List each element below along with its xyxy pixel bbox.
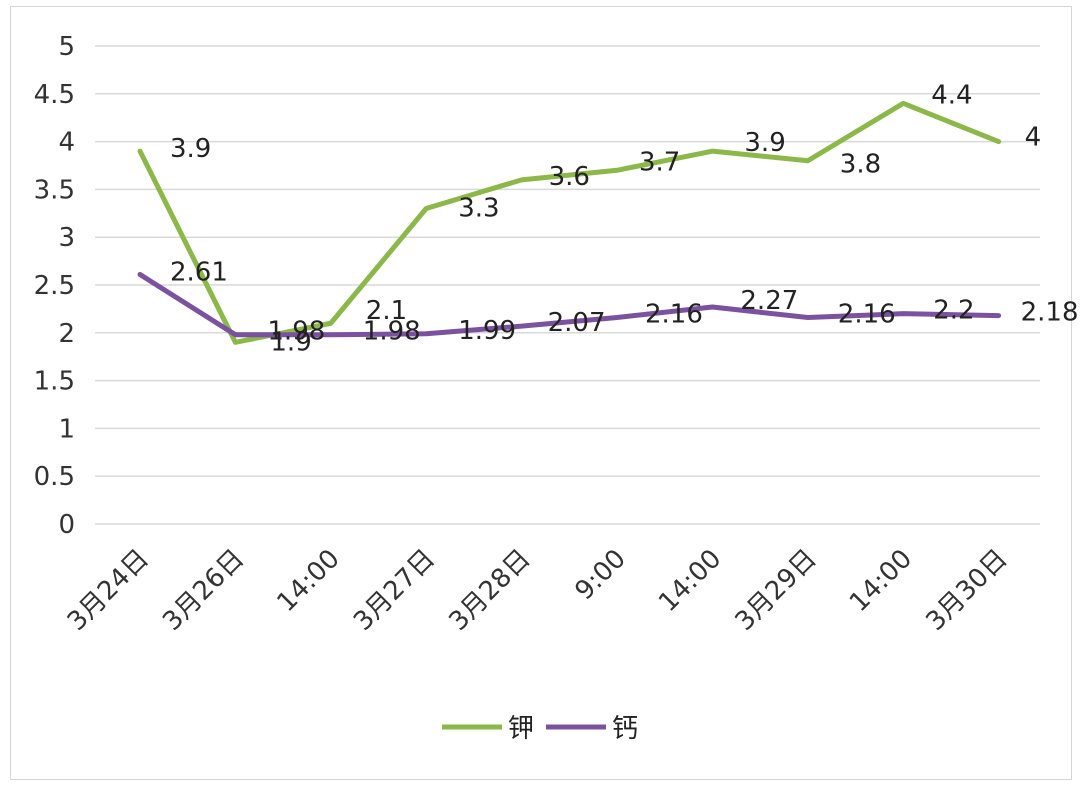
- data-label: 2.61: [170, 257, 228, 287]
- x-tick-label: 3月24日: [62, 544, 155, 637]
- y-tick-label: 5: [58, 32, 75, 62]
- data-label: 1.98: [267, 317, 325, 347]
- data-labels: 3.9 1.9 2.1 3.3 3.6 3.7 3.9 3.8 4.4 4 2.61 1.98 1.98…: [170, 80, 1078, 357]
- data-label: 3.7: [639, 147, 680, 177]
- x-tick-label: 3月27日: [348, 544, 441, 637]
- y-tick-label: 2: [58, 319, 75, 349]
- series-lines: [137, 100, 1002, 345]
- y-tick-label: 0: [58, 510, 75, 540]
- data-label: 2.27: [740, 286, 798, 316]
- x-tick-label: 14:00: [272, 544, 346, 618]
- data-label: 3.8: [840, 150, 881, 180]
- y-tick-label: 1.5: [34, 367, 75, 397]
- data-label: 2.2: [933, 296, 974, 326]
- y-tick-label: 3: [58, 223, 75, 253]
- data-label: 2.16: [645, 300, 703, 330]
- y-tick-label: 3.5: [34, 175, 75, 205]
- chart-frame: [10, 6, 1072, 780]
- x-tick-label: 14:00: [653, 544, 727, 618]
- data-label: 2.18: [1021, 298, 1079, 328]
- data-label: 3.9: [170, 134, 211, 164]
- x-tick-label: 3月28日: [443, 544, 536, 637]
- data-label: 2.1: [366, 296, 407, 326]
- y-tick-label: 1: [58, 414, 75, 444]
- data-label: 3.3: [458, 194, 499, 224]
- legend-label-2: 钙: [612, 714, 638, 744]
- legend-label-1: 钾: [508, 714, 534, 744]
- x-tick-label: 3月26日: [157, 544, 250, 637]
- x-tick-label: 3月30日: [920, 544, 1013, 637]
- data-label: 4: [1025, 123, 1042, 153]
- series-line-2: [137, 271, 1002, 338]
- y-axis: 0 0.5 1 1.5 2 2.5 3 3.5 4 4.5 5: [34, 32, 75, 540]
- x-tick-label: 14:00: [844, 544, 918, 618]
- data-label: 1.98: [363, 317, 421, 347]
- gridlines: [95, 45, 1040, 525]
- data-label: 1.9: [270, 327, 311, 357]
- data-label: 2.07: [548, 308, 606, 338]
- data-label: 3.6: [549, 162, 590, 192]
- data-label: 2.16: [838, 300, 896, 330]
- y-tick-label: 0.5: [34, 462, 75, 492]
- y-tick-label: 4: [58, 128, 75, 158]
- x-axis: 3月24日 3月26日 14:00 3月27日 3月28日 9:00 14:00 3月29日 1…: [62, 544, 1014, 637]
- x-tick-label: 9:00: [569, 544, 632, 607]
- legend: 钾钙: [442, 714, 638, 744]
- data-label: 3.9: [744, 128, 785, 158]
- data-label: 4.4: [931, 80, 972, 110]
- y-tick-label: 2.5: [34, 271, 75, 301]
- y-tick-label: 4.5: [34, 80, 75, 110]
- data-label: 1.99: [458, 316, 516, 346]
- x-tick-label: 3月29日: [730, 544, 823, 637]
